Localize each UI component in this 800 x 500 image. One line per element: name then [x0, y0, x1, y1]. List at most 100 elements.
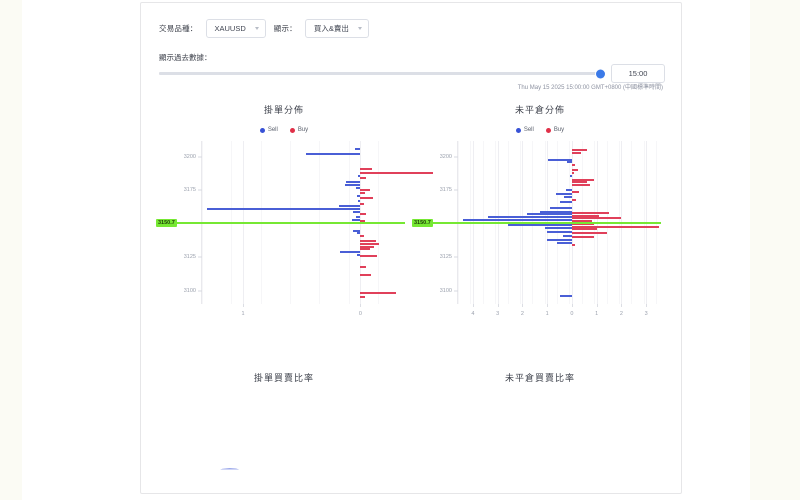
- bar-buy: [360, 197, 374, 200]
- bar-buy: [571, 225, 659, 228]
- toolbar: 交易品種： XAUUSD 顯示： 買入&賣出: [159, 19, 369, 38]
- symbol-select[interactable]: XAUUSD: [205, 19, 266, 38]
- bar-buy: [360, 172, 434, 175]
- bar-sell: [549, 206, 572, 209]
- bar-sell: [544, 226, 572, 229]
- bar-sell: [339, 205, 361, 208]
- open-chart-legend: Sell Buy: [411, 127, 669, 133]
- bar-sell: [559, 294, 572, 297]
- open-plot-inner: 3200 3175 3125 3100 4 3 2 1 0 1 2 3 3150.7: [412, 141, 661, 317]
- x-axis-tick-label: 1: [545, 311, 549, 317]
- bar-sell: [564, 196, 572, 199]
- y-axis-tick-label: 3175: [183, 187, 196, 194]
- x-axis-tick-mark: [522, 304, 524, 307]
- y-axis-tick-mark: [454, 290, 458, 292]
- y-axis-tick-mark: [198, 290, 202, 292]
- x-axis-tick-label: 4: [471, 311, 475, 317]
- bar-sell: [352, 218, 361, 221]
- open-gauge-graphic[interactable]: Sell52%Buy48%: [465, 392, 615, 470]
- bar-sell: [355, 186, 361, 189]
- legend-item-sell[interactable]: Sell: [259, 127, 278, 133]
- bar-buy: [571, 217, 622, 220]
- bar-sell: [354, 148, 361, 151]
- history-slider[interactable]: [159, 69, 605, 78]
- y-axis-tick-mark: [454, 256, 458, 258]
- legend-item-buy[interactable]: Buy: [289, 127, 308, 133]
- bar-sell: [487, 216, 572, 219]
- bar-buy: [360, 168, 373, 171]
- bar-buy: [571, 214, 600, 217]
- history-slider-row: 15:00: [159, 64, 665, 83]
- display-select[interactable]: 買入&賣出: [304, 19, 369, 38]
- current-price-tag: 3150.7: [412, 218, 433, 227]
- bar-sell: [358, 200, 361, 203]
- x-axis-tick-label: 1: [241, 311, 245, 317]
- bar-buy: [571, 164, 575, 167]
- legend-item-buy[interactable]: Buy: [545, 127, 565, 133]
- pending-plot-area: 3200 3175 3125 3100 1 0 3150.7: [155, 141, 434, 326]
- bar-sell: [356, 232, 361, 235]
- bar-sell: [566, 161, 572, 164]
- bar-buy: [571, 169, 579, 172]
- bar-sell: [356, 194, 361, 197]
- y-axis-tick-label: 3175: [439, 187, 452, 194]
- buy-swatch-icon: [289, 127, 295, 133]
- gauge-slice-sell[interactable]: [211, 467, 302, 470]
- bar-buy: [360, 292, 396, 295]
- y-axis-tick-label: 3100: [183, 287, 196, 294]
- sell-swatch-icon: [515, 127, 521, 133]
- bar-buy: [571, 232, 607, 235]
- bar-buy: [571, 149, 587, 152]
- timestamp-text: Thu May 15 2025 15:00:00 GMT+0800 (中國標準時…: [517, 85, 663, 91]
- bar-sell: [462, 218, 572, 221]
- time-value-box[interactable]: 15:00: [611, 64, 665, 83]
- x-axis-tick-label: 1: [595, 311, 599, 317]
- x-axis-tick-label: 2: [619, 311, 623, 317]
- x-axis-tick-label: 0: [358, 311, 362, 317]
- bar-sell: [569, 174, 572, 177]
- bar-sell: [547, 238, 572, 241]
- bar-sell: [565, 189, 572, 192]
- bar-buy: [360, 245, 375, 248]
- x-axis-tick-mark: [243, 304, 245, 307]
- pending-plot-inner: 3200 3175 3125 3100 1 0 3150.7: [156, 141, 434, 317]
- pending-distribution-chart: 掛單分佈 Sell Buy 3200 3175 3125 3100 1 0 3150.7: [155, 103, 434, 363]
- bar-sell: [527, 213, 572, 216]
- current-price-tag: 3150.7: [156, 218, 177, 227]
- legend-label-sell: Sell: [267, 127, 278, 133]
- pending-chart-title: 掛單分佈: [263, 105, 304, 115]
- x-axis-tick-mark: [472, 304, 474, 307]
- x-axis-tick-mark: [571, 304, 573, 307]
- bar-buy: [571, 178, 595, 181]
- slider-track-fill: [159, 72, 601, 75]
- open-plot-area: 3200 3175 3125 3100 4 3 2 1 0 1 2 3 3150.7: [411, 141, 669, 326]
- bar-sell: [358, 174, 361, 177]
- pending-gauge-graphic[interactable]: Sell57.9%Buy42.1%: [209, 392, 359, 470]
- buy-swatch-icon: [545, 127, 551, 133]
- display-select-value: 買入&賣出: [313, 24, 349, 33]
- bar-buy: [571, 198, 576, 201]
- y-axis-tick-mark: [454, 156, 458, 158]
- chevron-down-icon: [357, 27, 362, 30]
- y-axis-tick-mark: [198, 189, 202, 191]
- bar-buy: [360, 177, 367, 180]
- open-distribution-chart: 未平倉分佈 Sell Buy 3200 3175 3125 3100 4 3 2 1 0 1 2 3 3…: [411, 103, 669, 363]
- symbol-label: 交易品種：: [159, 24, 198, 33]
- bar-sell: [557, 241, 572, 244]
- slider-thumb[interactable]: [596, 69, 605, 78]
- bar-buy: [571, 228, 597, 231]
- bar-buy: [360, 192, 366, 195]
- bar-buy: [571, 212, 609, 215]
- bar-buy: [360, 202, 364, 205]
- bar-sell: [539, 210, 572, 213]
- legend-label-buy: Buy: [553, 127, 565, 133]
- bar-sell: [206, 208, 361, 211]
- bar-buy: [360, 240, 376, 243]
- legend-item-sell[interactable]: Sell: [515, 127, 534, 133]
- x-axis-tick-label: 3: [644, 311, 648, 317]
- bar-sell: [353, 210, 361, 213]
- bar-buy: [360, 220, 366, 223]
- bar-buy: [571, 181, 587, 184]
- bar-sell: [507, 224, 572, 227]
